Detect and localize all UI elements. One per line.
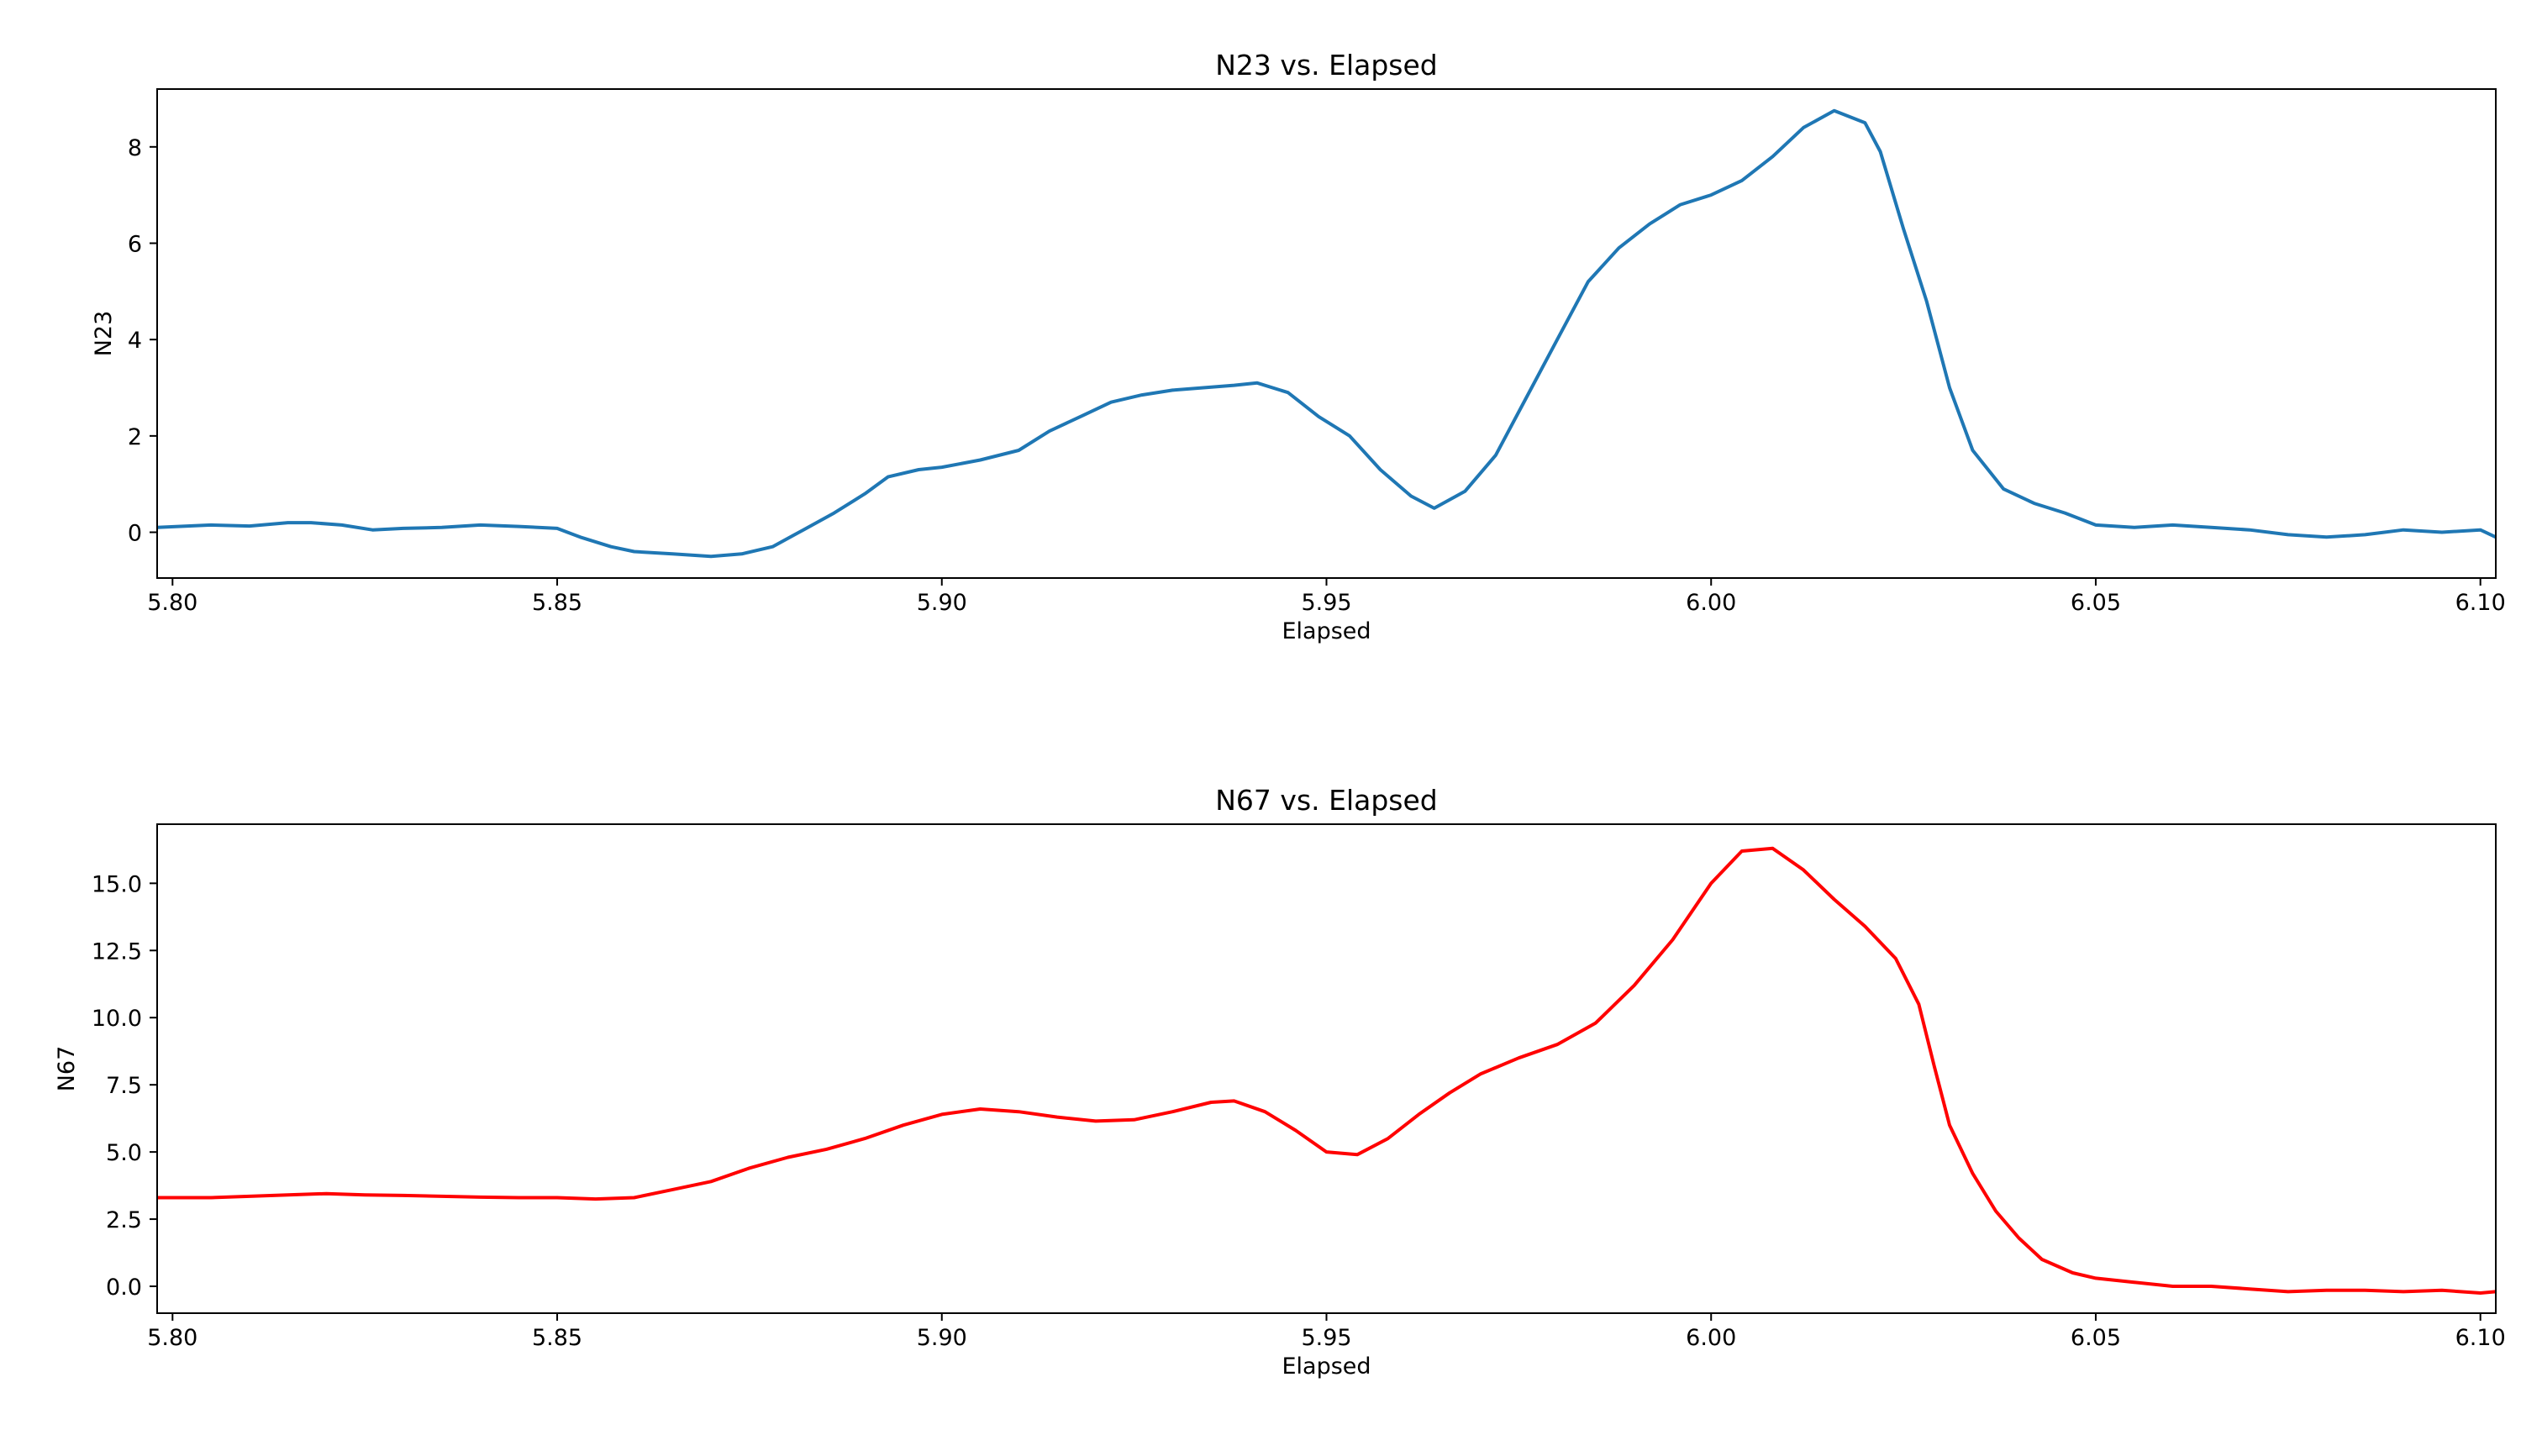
y-tick-label: 0.0 xyxy=(106,1275,142,1301)
chart-title: N23 vs. Elapsed xyxy=(1215,49,1438,81)
x-tick-label: 6.00 xyxy=(1686,590,1736,616)
y-tick-label: 15.0 xyxy=(92,871,142,897)
y-tick-label: 2.5 xyxy=(106,1207,142,1233)
y-axis-label: N67 xyxy=(54,1046,80,1092)
y-tick-label: 6 xyxy=(128,231,142,257)
series-line xyxy=(157,846,2496,1295)
y-tick-label: 8 xyxy=(128,135,142,161)
x-tick-label: 6.05 xyxy=(2071,590,2121,616)
x-tick-label: 5.80 xyxy=(147,1325,197,1351)
x-tick-label: 6.10 xyxy=(2455,1325,2506,1351)
x-tick-label: 6.00 xyxy=(1686,1325,1736,1351)
chart-n67: N67 vs. Elapsed Elapsed N67 5.80 5.85 5.90… xyxy=(54,784,2506,1380)
x-axis-label: Elapsed xyxy=(1282,618,1371,644)
y-tick-label: 4 xyxy=(128,328,142,354)
series-line xyxy=(157,108,2496,559)
chart-n23: N23 vs. Elapsed Elapsed N23 5.80 5.85 5.90… xyxy=(91,49,2506,644)
x-axis-label: Elapsed xyxy=(1282,1354,1371,1380)
x-tick-label: 6.05 xyxy=(2071,1325,2121,1351)
x-tick-label: 5.80 xyxy=(147,590,197,616)
x-tick-label: 5.95 xyxy=(1301,590,1351,616)
chart-title: N67 vs. Elapsed xyxy=(1215,784,1438,817)
y-tick-label: 0 xyxy=(128,521,142,547)
plot-frame xyxy=(156,823,2497,1314)
x-tick-label: 5.90 xyxy=(917,590,967,616)
x-tick-label: 5.85 xyxy=(532,1325,582,1351)
x-tick-label: 5.90 xyxy=(917,1325,967,1351)
y-tick-label: 7.5 xyxy=(106,1073,142,1099)
y-axis-label: N23 xyxy=(91,311,117,357)
plot-frame xyxy=(156,88,2497,579)
y-tick-label: 10.0 xyxy=(92,1006,142,1032)
y-tick-label: 2 xyxy=(128,424,142,450)
x-tick-label: 6.10 xyxy=(2455,590,2506,616)
y-tick-label: 12.5 xyxy=(92,938,142,965)
x-tick-label: 5.85 xyxy=(532,590,582,616)
y-tick-label: 5.0 xyxy=(106,1140,142,1166)
x-tick-label: 5.95 xyxy=(1301,1325,1351,1351)
